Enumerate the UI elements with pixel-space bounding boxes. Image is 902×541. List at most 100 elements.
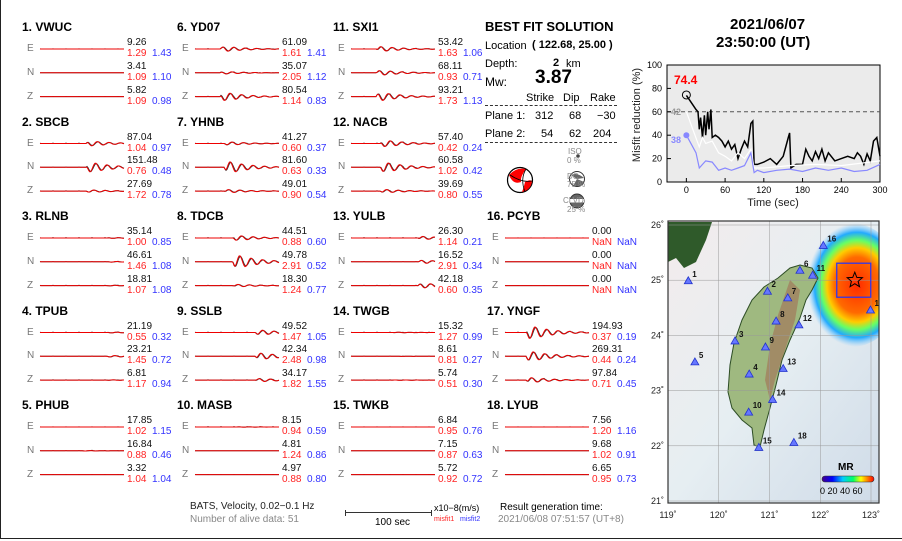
component-label: N [182,350,190,362]
misfit2-value: 0.72 [463,473,483,485]
synthetic-waveform [40,162,125,173]
misfit2-value: 0.77 [307,284,327,296]
misfit1-value: 2.05 [282,71,302,83]
component-label: E [492,232,499,243]
station-map-label: 3 [739,330,744,339]
component-label: Z [182,185,189,197]
component-label: Z [338,185,345,197]
peak-amplitude: 41.27 [282,131,308,143]
lat-tick-label: 21˚ [651,496,664,506]
component-label: N [338,255,346,267]
peak-amplitude: 8.61 [438,344,458,356]
station-title: 7. YHNB [177,114,225,129]
misfit2-value: 1.55 [307,379,327,391]
misfit2-value: 1.04 [152,473,172,485]
misfit1-value: 0.60 [438,284,458,296]
station-triangle-icon [730,336,740,345]
misfit1-value: 1.47 [282,331,302,343]
misfit1-value: 0.51 [438,379,458,391]
misfit2-value: 0.98 [152,95,172,107]
peak-amplitude: 0.00 [592,249,612,261]
station-triangle-icon [818,240,828,249]
plane2-strike: 54 [541,128,554,140]
misfit1-value: 0.60 [282,142,302,154]
component-label: Z [492,374,499,386]
mr-series-line [685,94,881,170]
component-label: N [338,66,346,78]
misfit1-value: 2.48 [282,355,302,367]
plane2-rake: 204 [593,128,612,140]
event-time: 23:50:00 (UT) [716,34,811,51]
misfit2-value: NaN [617,260,638,272]
colorbar-ticks: 0 20 40 60 [820,486,863,496]
peak-amplitude: 151.48 [127,155,158,167]
station-title: 12. NACB [333,114,388,129]
best-mr-label: 74.4 [674,73,698,87]
mw-label: Mw: [485,75,507,89]
component-label: Z [338,90,345,102]
misfit1-value: 0.92 [438,473,458,485]
peak-amplitude: 80.54 [282,84,308,96]
station-triangle-icon [690,357,700,366]
synthetic-waveform [195,329,280,335]
station-triangle-icon [683,275,693,285]
synthetic-waveform [40,189,125,193]
station-title: 15. TWKB [333,398,390,412]
peak-amplitude: 34.17 [282,368,308,380]
component-label: Z [182,374,189,386]
component-label: E [182,326,189,338]
misfit2-value: 0.99 [463,331,483,343]
depth-unit: km [566,58,581,70]
station-map-label: 2 [771,280,776,289]
location-value: ( 122.68, 25.00 ) [532,39,613,51]
lon-tick-label: 121˚ [760,510,778,520]
synthetic-waveform [195,141,280,146]
header-strike: Strike [526,92,555,104]
component-label: N [338,444,346,456]
misfit1-value: 0.44 [592,355,612,367]
epicenter-box [836,262,872,298]
misfit1-value: 1.24 [282,284,302,296]
misfit1-value: 1.14 [282,95,302,107]
component-label: E [27,232,34,243]
misfit2-value: 0.78 [152,190,172,202]
station-map-label: 13 [787,358,796,367]
plane1-label: Plane 1: [485,110,526,122]
depth-value: 2 [553,57,560,69]
peak-amplitude: 27.69 [127,179,153,191]
station-triangle-icon [760,342,771,351]
clvd-label: CLVD [563,196,584,205]
misfit2-value: 1.12 [307,71,327,83]
dc-pct: 75 % [567,180,586,189]
peak-amplitude: 18.81 [127,273,153,285]
misfit2-value: 0.45 [617,379,637,391]
peak-amplitude: 97.84 [592,368,618,380]
peak-amplitude: 61.09 [282,37,308,48]
misfit2-value: 0.37 [307,142,327,154]
misfit1-value: 0.95 [592,473,612,485]
x-tick-label: 120 [756,185,771,195]
x-tick-label: 300 [872,185,887,195]
station-title: 2. SBCB [22,114,70,129]
colorbar-title: MR [838,462,854,473]
station-triangle-icon [762,286,773,295]
misfit1-value: 1.17 [127,379,147,391]
station-title: 9. SSLB [177,303,223,318]
component-label: Z [27,279,34,291]
synthetic-waveform [195,255,280,268]
peak-amplitude: 87.04 [127,131,153,143]
misfit1-legend: misfit1 [434,516,455,523]
lon-tick-label: 123˚ [862,510,880,520]
synthetic-waveform [505,326,590,339]
station-map-label: 10 [753,401,762,410]
station-triangle-icon [783,293,793,302]
station-map-label: 1 [692,270,697,279]
synthetic-waveform [505,351,590,361]
alive-data-count: Number of alive data: 51 [190,514,299,525]
component-label: Z [182,279,189,291]
y-tick-label: 80 [652,83,662,93]
peak-amplitude: 8.15 [282,415,302,426]
generation-time: 2021/06/08 07:51:57 (UT+8) [498,514,624,525]
station-title: 5. PHUB [22,398,70,412]
